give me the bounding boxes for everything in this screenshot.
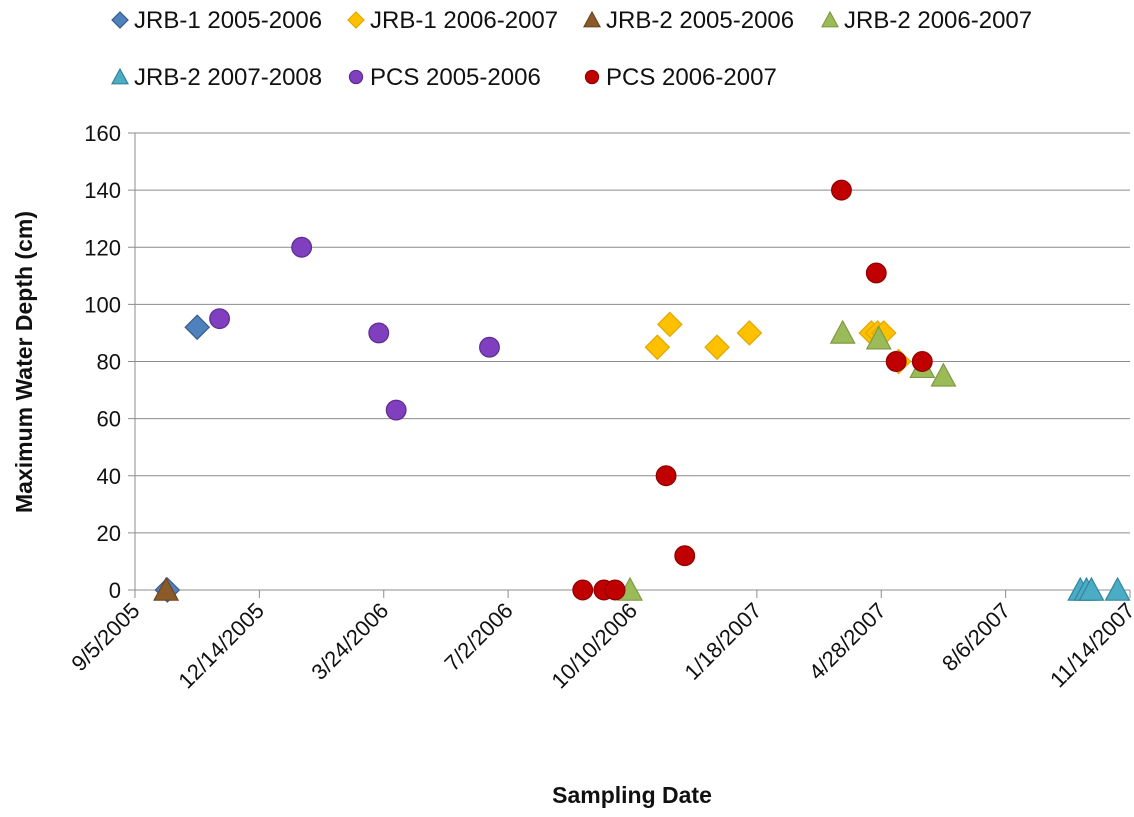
y-axis-title: Maximum Water Depth (cm): [11, 211, 37, 513]
data-point: [209, 308, 231, 330]
data-point: [911, 351, 933, 372]
plot-points: [153, 179, 1131, 603]
gridlines: [135, 132, 1130, 534]
series-4: [1067, 576, 1131, 601]
legend-item: JRB-2 2005-2006: [582, 7, 794, 34]
legend-marker: [584, 69, 600, 85]
data-point: [572, 579, 594, 601]
legend-item: PCS 2005-2006: [348, 64, 541, 91]
legend-label: PCS 2005-2006: [370, 64, 541, 91]
legend-marker: [110, 67, 130, 85]
series-6: [572, 179, 933, 601]
legend-item: JRB-2 2007-2008: [110, 64, 322, 91]
legend: JRB-1 2005-2006 JRB-1 2006-2007 JRB-2 2005…: [110, 7, 1032, 91]
data-point: [885, 351, 907, 372]
x-tick-label: 9/5/2005: [66, 598, 144, 676]
x-tick-label: 7/2/2006: [439, 598, 517, 676]
legend-label: JRB-2 2005-2006: [606, 7, 794, 34]
legend-item: PCS 2006-2007: [584, 64, 777, 91]
data-point: [674, 545, 696, 567]
x-tick-label: 4/28/2007: [804, 598, 891, 685]
series-5: [209, 236, 500, 421]
data-point: [291, 236, 313, 258]
legend-marker: [348, 69, 364, 85]
data-point: [704, 334, 730, 361]
y-tick-label: 140: [84, 178, 121, 203]
data-point: [368, 322, 390, 344]
data-point: [656, 311, 683, 338]
data-point: [1104, 576, 1131, 601]
x-tick-label: 3/24/2006: [306, 598, 393, 685]
data-point: [655, 465, 677, 487]
data-point: [829, 319, 856, 344]
x-tick-label: 11/14/2007: [1045, 598, 1134, 692]
data-point: [1078, 576, 1105, 601]
x-tick-label: 8/6/2007: [937, 598, 1015, 676]
data-point: [479, 336, 500, 358]
legend-label: PCS 2006-2007: [606, 64, 777, 91]
y-tick-label: 0: [109, 578, 121, 603]
data-point: [865, 262, 887, 284]
y-tick-label: 160: [84, 121, 121, 146]
legend-marker: [820, 10, 840, 28]
legend-item: JRB-1 2006-2007: [347, 7, 558, 34]
data-point: [385, 399, 407, 421]
data-point: [153, 576, 180, 601]
data-point: [930, 362, 957, 387]
y-tick-label: 80: [97, 350, 121, 375]
y-tick-label: 100: [84, 292, 121, 317]
x-axis: 9/5/2005 12/14/2005 3/24/2006 7/2/2006 10/10…: [66, 589, 1134, 694]
legend-label: JRB-1 2006-2007: [370, 7, 558, 34]
data-point: [736, 320, 763, 346]
x-axis-title: Sampling Date: [552, 782, 712, 808]
x-tick-label: 1/18/2007: [680, 598, 767, 685]
series-0: [154, 314, 211, 603]
y-tick-label: 60: [97, 407, 121, 432]
legend-label: JRB-2 2006-2007: [844, 7, 1032, 34]
legend-marker: [111, 11, 129, 29]
legend-label: JRB-1 2005-2006: [134, 7, 322, 34]
y-tick-label: 20: [97, 521, 121, 546]
legend-label: JRB-2 2007-2008: [134, 64, 322, 91]
legend-item: JRB-2 2006-2007: [820, 7, 1032, 34]
y-axis: 0 20 40 60 80 100 120 140 160: [84, 121, 136, 603]
legend-marker: [582, 10, 602, 28]
data-point: [831, 179, 852, 201]
y-tick-label: 40: [97, 464, 121, 489]
series-2: [153, 576, 180, 601]
x-tick-label: 12/14/2005: [173, 598, 269, 694]
x-tick-label: 10/10/2006: [546, 598, 642, 694]
data-point: [644, 334, 671, 361]
legend-marker: [347, 11, 365, 29]
data-point: [184, 314, 211, 341]
data-point: [604, 579, 626, 601]
legend-item: JRB-1 2005-2006: [111, 7, 322, 34]
data-point: [865, 325, 892, 350]
y-tick-label: 120: [84, 235, 121, 260]
